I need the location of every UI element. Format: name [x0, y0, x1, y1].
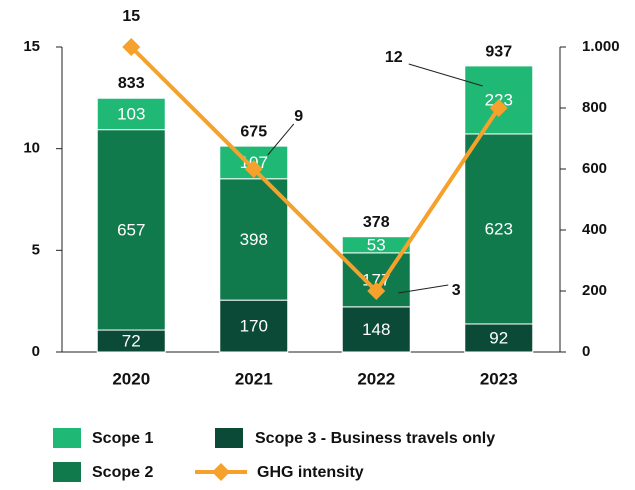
y2-tick-label: 200 — [582, 282, 607, 299]
bar-segment — [464, 133, 534, 325]
x-tick-label: 2021 — [235, 369, 273, 388]
line-marker — [122, 38, 141, 56]
total-label: 937 — [485, 43, 512, 60]
total-label: 675 — [240, 123, 267, 140]
legend-label: GHG intensity — [257, 464, 364, 481]
y-tick-label: 5 — [32, 241, 40, 258]
y2-tick-label: 1.000 — [582, 38, 620, 55]
bar-value-label: 657 — [117, 220, 145, 239]
bar-value-label: 103 — [117, 104, 145, 123]
y-tick-label: 0 — [32, 343, 40, 360]
legend-marker — [212, 463, 230, 481]
legend-swatch — [215, 428, 243, 448]
line-marker — [244, 160, 263, 178]
x-tick-label: 2020 — [112, 369, 150, 388]
y2-tick-label: 600 — [582, 160, 607, 177]
x-tick-label: 2023 — [480, 369, 518, 388]
bar-segment — [219, 299, 289, 353]
line-marker — [489, 99, 508, 117]
leader-line — [267, 123, 295, 156]
bar-value-label: 148 — [362, 320, 390, 339]
bar-value-label: 623 — [485, 219, 513, 238]
line-value-label: 9 — [294, 108, 303, 125]
total-label: 378 — [363, 214, 390, 231]
x-tick-label: 2022 — [357, 369, 395, 388]
line-value-label: 3 — [452, 282, 461, 299]
legend-label: Scope 1 — [92, 430, 153, 447]
bar-value-label: 92 — [489, 328, 508, 347]
bar-value-label: 72 — [122, 332, 141, 351]
bar-segment — [96, 97, 166, 131]
bar-segment — [341, 306, 411, 353]
leader-line — [398, 284, 449, 294]
legend-swatch — [53, 462, 81, 482]
bar-value-label: 398 — [240, 230, 268, 249]
legend-swatch — [53, 428, 81, 448]
line-value-label: 15 — [122, 8, 140, 25]
legend-label: Scope 2 — [92, 464, 153, 481]
legend-label: Scope 3 - Business travels only — [255, 430, 495, 447]
bar-segment — [96, 129, 166, 331]
line — [129, 45, 501, 293]
bar-value-label: 170 — [240, 317, 268, 336]
y-tick-label: 15 — [23, 38, 40, 55]
total-label: 833 — [118, 75, 145, 92]
leader-line — [408, 63, 483, 87]
line-value-label: 12 — [385, 49, 403, 66]
line-marker — [367, 282, 386, 300]
y2-tick-label: 400 — [582, 221, 607, 238]
y2-tick-label: 0 — [582, 343, 590, 360]
bar-segment — [219, 178, 289, 301]
bar-segment — [464, 323, 534, 353]
y2-tick-label: 800 — [582, 99, 607, 116]
bar-value-label: 53 — [367, 235, 386, 254]
bar-segment — [341, 236, 411, 254]
y-tick-label: 10 — [23, 140, 40, 157]
